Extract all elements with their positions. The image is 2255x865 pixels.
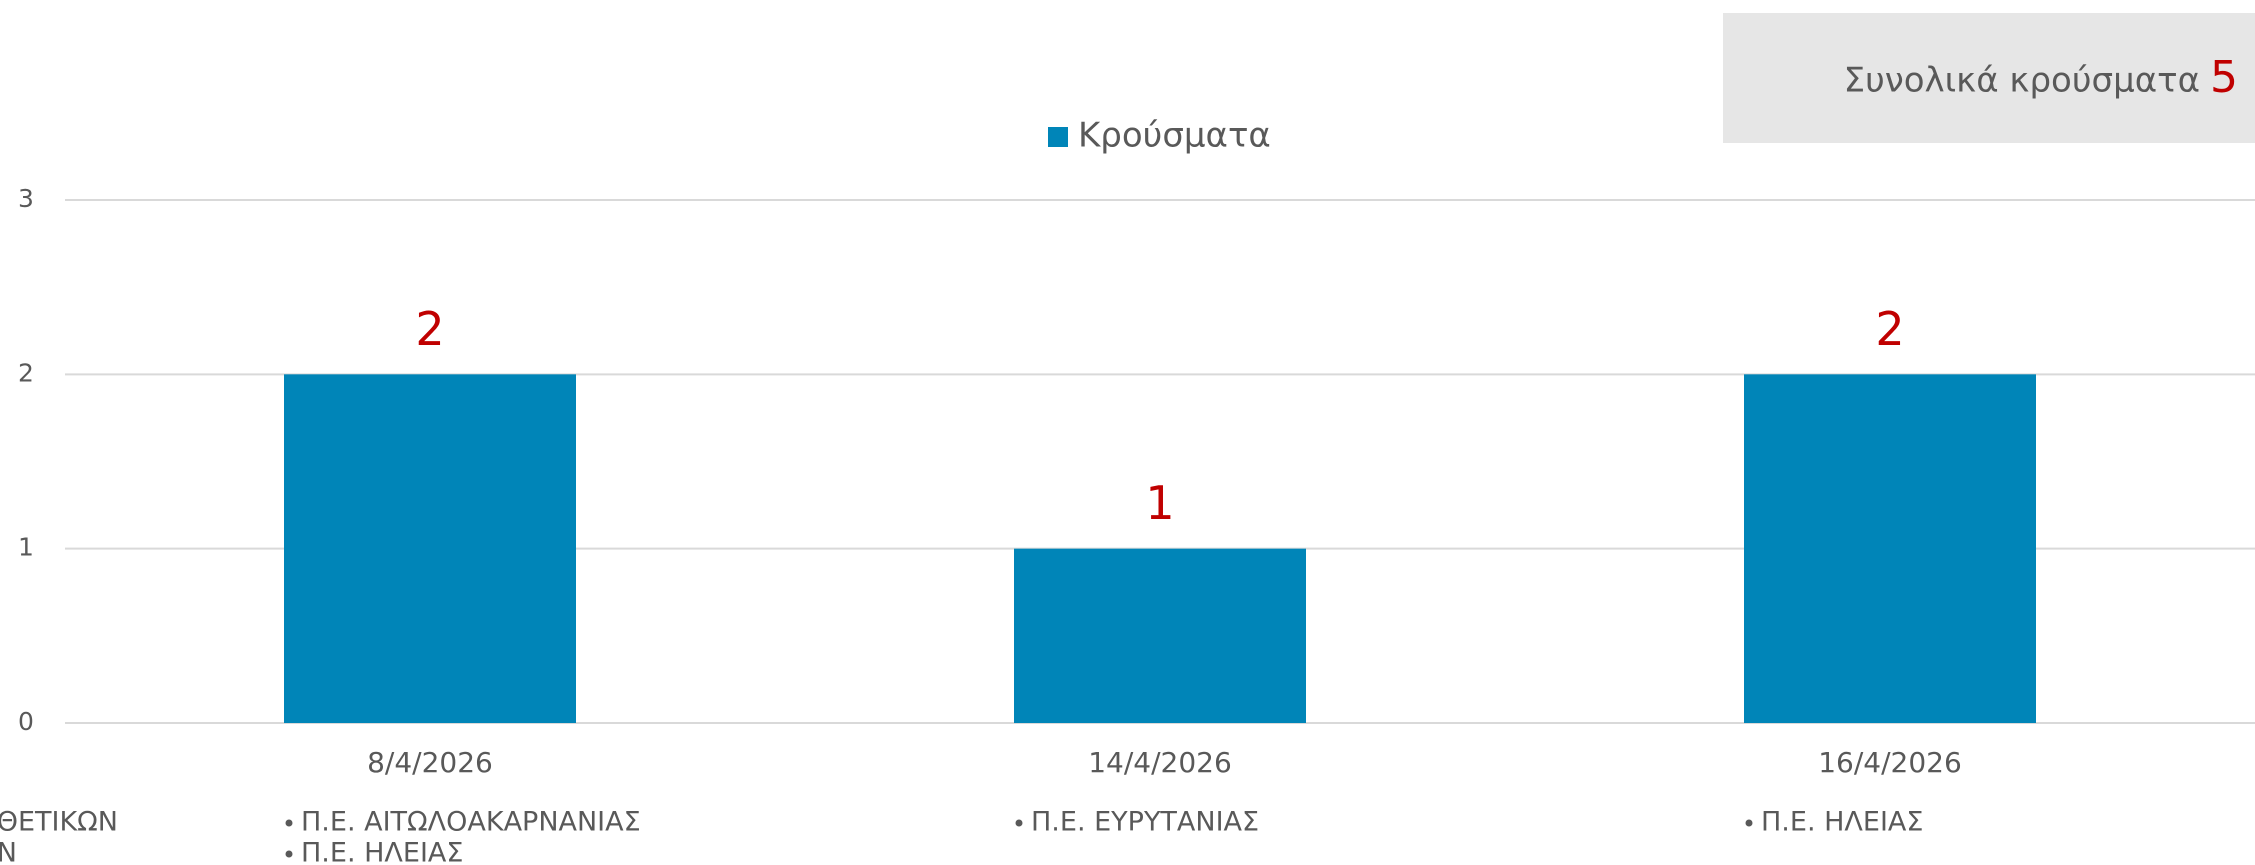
bar <box>1014 548 1306 723</box>
region-label: Π.Ε. ΗΛΕΙΑΣ <box>1761 807 1923 838</box>
legend-swatch <box>1048 127 1068 147</box>
value-label: 1 <box>1145 476 1174 530</box>
y-tick-label: 1 <box>18 533 34 562</box>
side-label: Ν <box>0 838 17 865</box>
x-tick-label: 8/4/2026 <box>367 746 493 779</box>
x-tick-label: 16/4/2026 <box>1818 746 1962 779</box>
summary-value: 5 <box>2210 52 2238 103</box>
value-label: 2 <box>1875 302 1904 356</box>
bar <box>1744 374 2036 723</box>
bullet <box>285 850 293 858</box>
region-label: Π.Ε. ΑΙΤΩΛΟΑΚΑΡΝΑΝΙΑΣ <box>301 807 641 838</box>
bullet <box>1015 819 1023 827</box>
y-tick-label: 0 <box>18 707 34 736</box>
summary-box <box>1723 13 2255 143</box>
region-label: Π.Ε. ΗΛΕΙΑΣ <box>301 838 463 865</box>
bullet <box>1745 819 1753 827</box>
side-label: ΘΕΤΙΚΩΝ <box>0 807 118 838</box>
bullet <box>285 819 293 827</box>
region-label: Π.Ε. ΕΥΡΥΤΑΝΙΑΣ <box>1031 807 1259 838</box>
x-tick-label: 14/4/2026 <box>1088 746 1232 779</box>
bar <box>284 374 576 723</box>
y-tick-label: 3 <box>18 184 34 213</box>
summary-label: Συνολικά κρούσματα <box>1844 61 2200 101</box>
value-label: 2 <box>415 302 444 356</box>
y-tick-label: 2 <box>18 358 34 387</box>
legend-label: Κρούσματα <box>1078 116 1271 156</box>
